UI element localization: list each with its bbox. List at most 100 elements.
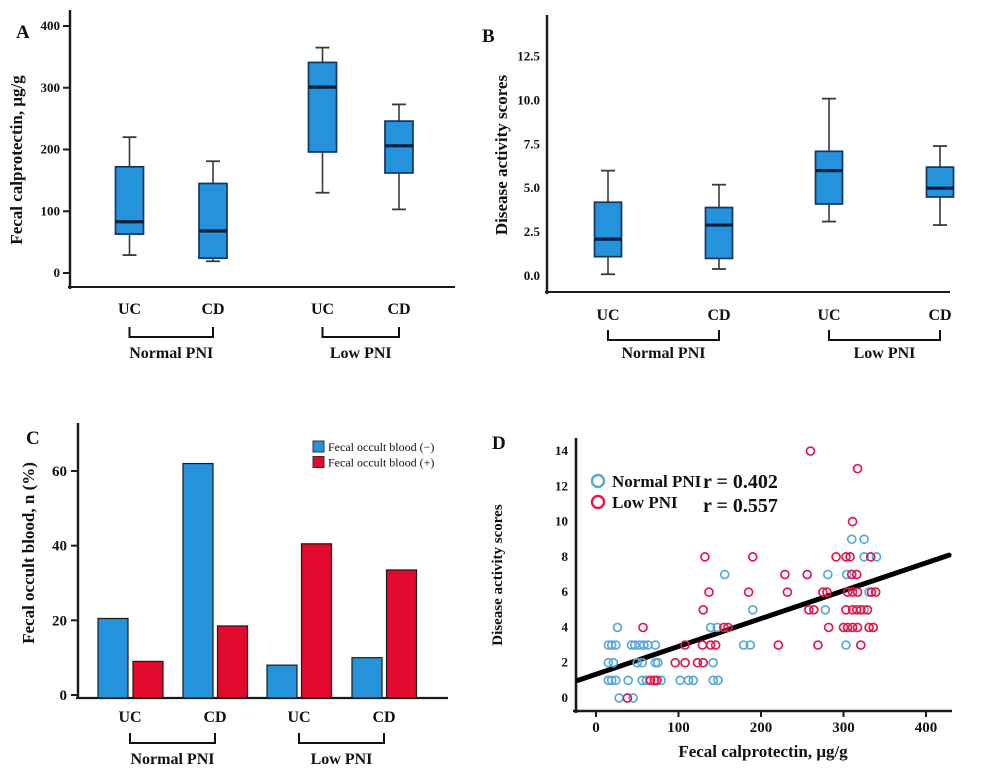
category-label: CD xyxy=(203,709,226,726)
x-tick-label: 400 xyxy=(915,720,938,736)
y-tick-label: 12.5 xyxy=(517,49,540,64)
y-tick-label: 400 xyxy=(41,18,61,33)
scatter-point-low-pni xyxy=(622,693,633,703)
scatter-point-normal-pni xyxy=(656,675,667,686)
scatter-point-low-pni xyxy=(852,587,863,598)
x-tick-label: 300 xyxy=(832,720,855,736)
y-tick-label: 2.5 xyxy=(524,224,541,239)
scatter-point-normal-pni xyxy=(841,569,852,580)
scatter-point-low-pni xyxy=(868,622,879,633)
scatter-point-low-pni xyxy=(862,604,873,615)
y-tick-label: 14 xyxy=(555,443,569,458)
scatter-point-low-pni xyxy=(698,657,709,668)
scatter-point-low-pni xyxy=(851,604,862,615)
scatter-point-low-pni xyxy=(802,569,813,580)
x-tick-label: 100 xyxy=(667,720,690,736)
category-label: CD xyxy=(201,301,224,318)
y-tick-label: 12 xyxy=(555,478,568,493)
scatter-point-normal-pni xyxy=(846,534,857,545)
scatter-point-normal-pni xyxy=(610,675,621,686)
scatter-point-low-pni xyxy=(864,622,874,633)
y-tick-label: 10 xyxy=(555,514,568,529)
scatter-point-normal-pni xyxy=(859,534,869,545)
scatter-point-low-pni xyxy=(842,622,853,633)
scatter-point-normal-pni xyxy=(628,693,638,703)
scatter-point-low-pni xyxy=(747,552,758,562)
scatter-point-low-pni xyxy=(805,446,816,456)
boxplot-box xyxy=(114,165,145,235)
bar-positive xyxy=(385,569,418,699)
boxplot-box xyxy=(307,61,338,153)
scatter-point-low-pni xyxy=(823,622,834,633)
scatter-point-normal-pni xyxy=(745,640,756,650)
scatter-point-low-pni xyxy=(847,516,858,527)
legend-circle xyxy=(590,494,606,510)
scatter-point-normal-pni xyxy=(606,675,617,686)
scatter-point-low-pni xyxy=(638,622,648,633)
scatter-point-normal-pni xyxy=(712,622,723,633)
scatter-point-low-pni xyxy=(704,587,714,598)
scatter-point-normal-pni xyxy=(871,552,882,562)
scatter-point-low-pni xyxy=(719,622,729,633)
group-label: Normal PNI xyxy=(131,751,215,768)
category-label: UC xyxy=(596,307,619,324)
bar-positive xyxy=(132,660,164,699)
category-label: CD xyxy=(928,307,951,324)
category-label: UC xyxy=(287,709,310,726)
category-label: UC xyxy=(118,709,141,726)
correlation-value: r = 0.402 xyxy=(703,471,778,493)
x-tick-label: 0 xyxy=(592,720,600,736)
y-axis-title: Fecal calprotectin, μg/g xyxy=(7,75,26,245)
category-label: CD xyxy=(372,709,395,726)
group-label: Normal PNI xyxy=(129,345,213,362)
legend-circle xyxy=(590,473,606,489)
scatter-point-low-pni xyxy=(645,675,656,686)
y-tick-label: 10.0 xyxy=(517,92,540,107)
boxplot-box xyxy=(198,182,228,260)
scatter-point-normal-pni xyxy=(637,657,648,668)
scatter-point-low-pni xyxy=(831,552,841,562)
boxplot-box xyxy=(704,206,734,260)
scatter-point-low-pni xyxy=(670,657,681,668)
scatter-point-low-pni xyxy=(818,587,828,598)
panel-b-label: B xyxy=(482,26,495,47)
y-tick-label: 0 xyxy=(60,688,68,704)
y-axis-title: Disease activity scores xyxy=(490,504,506,646)
legend-label: Fecal occult blood (+) xyxy=(328,456,434,470)
scatter-point-low-pni xyxy=(723,622,733,633)
scatter-point-low-pni xyxy=(680,657,690,668)
scatter-point-low-pni xyxy=(841,552,851,562)
y-tick-label: 8 xyxy=(562,549,569,564)
y-tick-label: 0 xyxy=(54,265,61,280)
scatter-point-low-pni xyxy=(866,587,877,598)
group-bracket xyxy=(607,330,720,341)
scatter-point-low-pni xyxy=(700,552,710,562)
scatter-point-normal-pni xyxy=(683,675,694,686)
scatter-point-normal-pni xyxy=(612,622,623,633)
boxplot-box xyxy=(925,166,955,198)
scatter-point-low-pni xyxy=(803,604,814,615)
scatter-point-normal-pni xyxy=(606,640,617,650)
group-label: Low PNI xyxy=(311,751,373,768)
scatter-point-low-pni xyxy=(847,587,858,598)
scatter-point-normal-pni xyxy=(688,675,699,686)
group-label: Low PNI xyxy=(330,345,392,362)
y-tick-label: 60 xyxy=(52,464,67,480)
group-bracket xyxy=(321,327,400,338)
scatter-point-low-pni xyxy=(847,622,858,633)
y-axis-title: Fecal occult blood, n (%) xyxy=(19,462,38,644)
scatter-point-low-pni xyxy=(842,587,853,598)
scatter-point-low-pni xyxy=(710,640,721,650)
scatter-point-low-pni xyxy=(851,569,862,580)
scatter-point-normal-pni xyxy=(713,675,723,686)
group-bracket xyxy=(129,733,216,744)
correlation-value: r = 0.557 xyxy=(703,495,778,517)
y-tick-label: 20 xyxy=(52,613,67,629)
group-label: Low PNI xyxy=(854,345,916,362)
scatter-point-normal-pni xyxy=(650,640,661,650)
x-axis-title: Fecal calprotectin, μg/g xyxy=(678,742,848,761)
scatter-point-normal-pni xyxy=(859,552,869,562)
scatter-point-low-pni xyxy=(813,640,823,650)
legend-label: Fecal occult blood (−) xyxy=(328,440,434,454)
